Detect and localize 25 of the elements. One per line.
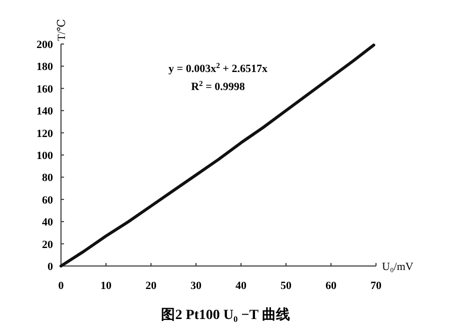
y-tick-label: 40 <box>42 216 54 229</box>
y-tick-label: 100 <box>36 150 54 162</box>
x-tick-label: 50 <box>280 280 292 292</box>
y-tick-label: 80 <box>42 172 54 184</box>
y-tick-label: 60 <box>42 194 54 206</box>
y-tick-label: 0 <box>48 261 54 273</box>
annotation: R$^{2}$ = 0.9998 <box>191 78 246 93</box>
x-tick-label: 20 <box>146 280 157 292</box>
x-axis-title: U₀/mV <box>382 261 414 273</box>
x-tick-label: 30 <box>190 280 202 292</box>
x-tick-label: 0 <box>58 280 64 292</box>
x-tick-label: 10 <box>100 280 112 292</box>
y-axis-title: T/℃ <box>56 18 68 42</box>
y-tick-label: 160 <box>36 83 54 96</box>
y-tick-label: 20 <box>42 238 54 251</box>
x-tick-label: 40 <box>236 280 247 292</box>
x-tick-label: 60 <box>326 280 337 292</box>
x-tick-label: 70 <box>370 280 382 292</box>
y-tick-label: 120 <box>36 128 54 140</box>
y-tick-label: 180 <box>36 61 54 74</box>
line-series <box>60 44 376 268</box>
y-tick-label: 140 <box>36 106 54 118</box>
y-tick-label: 200 <box>36 39 54 51</box>
annotation: y = 0.003x$^{2}$ + 2.6517x <box>168 60 268 75</box>
text: 图2 Pt100 U₀ −T 曲线 <box>161 307 290 323</box>
